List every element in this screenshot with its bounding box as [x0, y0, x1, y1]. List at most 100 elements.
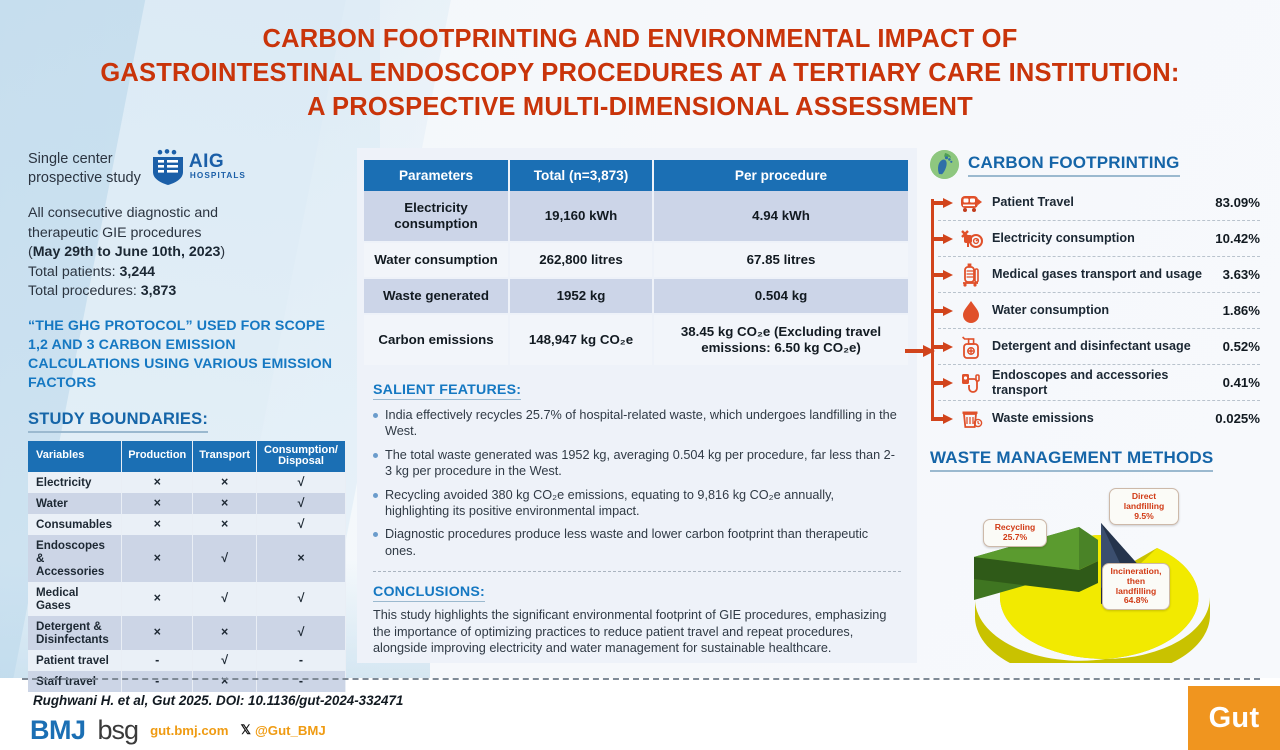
arrow-right-icon: [931, 233, 953, 244]
website-link[interactable]: gut.bmj.com: [150, 722, 229, 738]
header-total: Total (n=3,873): [509, 160, 654, 191]
cell-consumption: -: [256, 670, 346, 692]
study-type-line-1: Single center: [28, 151, 113, 167]
bullet-dot-icon: [373, 492, 378, 498]
x-handle[interactable]: @Gut_BMJ: [254, 722, 326, 738]
pie-label-text: Recycling: [994, 522, 1036, 532]
footprint-item-label: Electricity consumption: [992, 231, 1135, 246]
cell-variable: Medical Gases: [28, 581, 123, 616]
header-production: Production: [121, 440, 194, 472]
footprint-item-label: Endoscopes and accessories transport: [992, 368, 1169, 397]
title-line-1: CARBON FOOTPRINTING AND ENVIRONMENTAL IM…: [262, 25, 1018, 53]
carbon-footprinting-list: Patient Travel 83.09% Electricity consum…: [931, 185, 1260, 436]
page-title: CARBON FOOTPRINTING AND ENVIRONMENTAL IM…: [0, 22, 1280, 124]
aig-logo-word: AIG: [188, 151, 225, 172]
parameters-body: Electricity consumption 19,160 kWh 4.94 kW…: [364, 191, 910, 367]
description-line-2: therapeutic GIE procedures: [28, 224, 202, 241]
waste-management-pie-chart: Direct landfilling 9.5% Recycling 25.7% …: [930, 478, 1260, 679]
date-close: ): [220, 244, 226, 260]
salient-point-text: Diagnostic procedures produce less waste…: [385, 527, 869, 558]
cell-transport: √: [192, 649, 257, 671]
table-row: Consumables × × √: [28, 513, 346, 535]
study-date-range: May 29th to June 10th, 2023: [32, 244, 221, 260]
cell-variable: Water: [28, 492, 123, 514]
right-column: CARBON FOOTPRINTING Patient Travel 83.09…: [930, 150, 1260, 679]
cell-consumption: ×: [256, 534, 346, 582]
center-panel: Parameters Total (n=3,873) Per procedure…: [357, 148, 917, 663]
list-item: Endoscopes and accessories transport 0.4…: [931, 365, 1260, 401]
table-row: Waste generated 1952 kg 0.504 kg: [364, 278, 910, 315]
header-transport: Transport: [192, 440, 257, 472]
footprint-item-value: 3.63%: [1222, 267, 1260, 282]
gut-logo-text: Gut: [1208, 701, 1260, 734]
bullet-dot-icon: [373, 413, 378, 418]
bullet-dot-icon: [373, 452, 378, 458]
water-drop-icon: [963, 300, 979, 323]
study-boundaries-body: Electricity × × √ Water × × √ Consumables × × √ E…: [28, 471, 346, 692]
citation: Rughwani H. et al, Gut 2025. DOI: 10.113…: [33, 693, 404, 708]
date-open: (: [28, 244, 33, 260]
plug-meter-icon: [961, 229, 983, 248]
cell-transport: ×: [192, 471, 257, 493]
footer-divider: [22, 678, 1260, 680]
cell-parameter: Electricity consumption: [364, 191, 510, 243]
arrow-right-icon: [931, 269, 953, 280]
salient-point-text: India effectively recycles 25.7% of hosp…: [385, 408, 897, 439]
conclusions-block: CONCLUSIONS:: [373, 583, 917, 603]
header-variables: Variables: [28, 440, 123, 472]
cell-production: ×: [121, 581, 194, 616]
footer-logos: BMJ bsg gut.bmj.com 𝕏 @Gut_BMJ: [30, 716, 326, 744]
arrow-right-icon: [931, 197, 953, 208]
parameters-table: Parameters Total (n=3,873) Per procedure…: [364, 160, 910, 367]
footprint-item-label: Water consumption: [992, 303, 1110, 318]
bsg-logo: bsg: [97, 715, 140, 745]
header-per-procedure: Per procedure: [653, 160, 910, 191]
study-boundaries-table: Variables Production Transport Consumpti…: [28, 440, 346, 692]
total-procedures-value: 3,873: [140, 283, 177, 299]
table-header-row: Parameters Total (n=3,873) Per procedure: [364, 160, 910, 191]
cell-production: ×: [121, 615, 194, 650]
cell-variable: Patient travel: [28, 649, 123, 671]
cell-production: -: [121, 670, 194, 692]
table-row: Staff travel - × -: [28, 670, 346, 692]
list-item: Patient Travel 83.09%: [931, 185, 1260, 221]
waste-management-title: WASTE MANAGEMENT METHODS: [930, 448, 1214, 472]
cell-per-procedure: 0.504 kg: [653, 278, 910, 315]
left-column: Single center prospective study AIG HOSP…: [28, 148, 348, 692]
gut-journal-logo: Gut: [1188, 686, 1280, 750]
cell-variable: Consumables: [28, 513, 123, 535]
pie-label-text: Incineration, then landfilling: [1110, 566, 1162, 596]
cell-transport: √: [192, 534, 257, 582]
table-row: Electricity consumption 19,160 kWh 4.94 kW…: [364, 191, 910, 243]
title-line-2: GASTROINTESTINAL ENDOSCOPY PROCEDURES AT…: [100, 59, 1180, 87]
ghg-protocol-note: “THE GHG PROTOCOL” USED FOR SCOPE 1,2 AN…: [28, 317, 333, 391]
list-item: Medical gases transport and usage 3.63%: [931, 257, 1260, 293]
list-item: Diagnostic procedures produce less waste…: [373, 526, 901, 559]
x-handle-block[interactable]: 𝕏 @Gut_BMJ: [240, 722, 325, 738]
cell-transport: ×: [192, 492, 257, 514]
cell-consumption: √: [256, 581, 346, 616]
cell-consumption: √: [256, 615, 346, 650]
pie-label-value: 64.8%: [1123, 595, 1149, 606]
study-description: All consecutive diagnostic and therapeut…: [28, 204, 348, 302]
study-type-label: Single center prospective study: [28, 148, 141, 188]
footprint-item-label: Patient Travel: [992, 195, 1074, 210]
cell-per-procedure: 4.94 kWh: [653, 191, 910, 243]
pie-chart-svg: [974, 523, 1210, 679]
cell-consumption: -: [256, 649, 346, 671]
cell-total: 19,160 kWh: [509, 191, 654, 243]
table-row: Endoscopes & Accessories × √ ×: [28, 534, 346, 582]
table-header-row: Variables Production Transport Consumpti…: [28, 440, 346, 472]
cell-parameter: Water consumption: [364, 242, 510, 279]
cell-production: ×: [121, 534, 194, 582]
list-item: Recycling avoided 380 kg CO₂e emissions,…: [373, 487, 901, 520]
pie-slice-recycling: [974, 527, 1098, 600]
footprint-item-value: 0.025%: [1215, 411, 1260, 426]
cell-transport: ×: [192, 615, 257, 650]
footprint-item-label: Detergent and disinfectant usage: [992, 339, 1191, 354]
arrow-right-icon: [931, 305, 953, 316]
gas-cylinder-icon: [963, 263, 979, 287]
salient-point-text: Recycling avoided 380 kg CO₂e emissions,…: [385, 487, 834, 519]
cell-transport: √: [192, 581, 257, 616]
cell-parameter: Waste generated: [364, 278, 510, 315]
